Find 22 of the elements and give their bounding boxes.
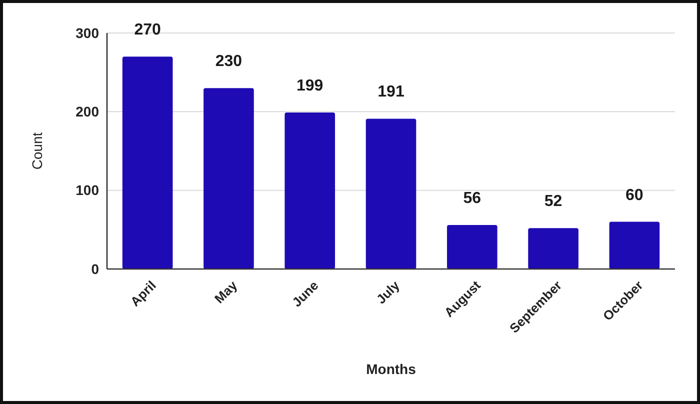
bar	[609, 222, 660, 269]
data-label: 270	[134, 22, 162, 39]
y-tick-label: 200	[76, 104, 100, 120]
data-label: 52	[544, 193, 562, 210]
data-label: 230	[215, 53, 242, 70]
x-axis-title: Months	[366, 361, 416, 377]
y-tick-label: 300	[76, 24, 100, 41]
x-tick-label: May	[212, 277, 241, 306]
bar	[528, 228, 578, 269]
bar	[284, 112, 336, 269]
data-label: 56	[463, 190, 482, 207]
x-tick-label: July	[373, 277, 403, 307]
data-label: 191	[378, 84, 404, 101]
bar	[446, 224, 498, 269]
data-label: 60	[626, 186, 644, 204]
y-tick-label: 100	[76, 182, 100, 198]
bar	[204, 88, 254, 269]
y-tick-label: 0	[91, 260, 100, 277]
bar	[122, 56, 173, 269]
data-label: 199	[296, 77, 324, 94]
bar	[366, 118, 416, 269]
y-axis-title: Count	[29, 132, 45, 170]
